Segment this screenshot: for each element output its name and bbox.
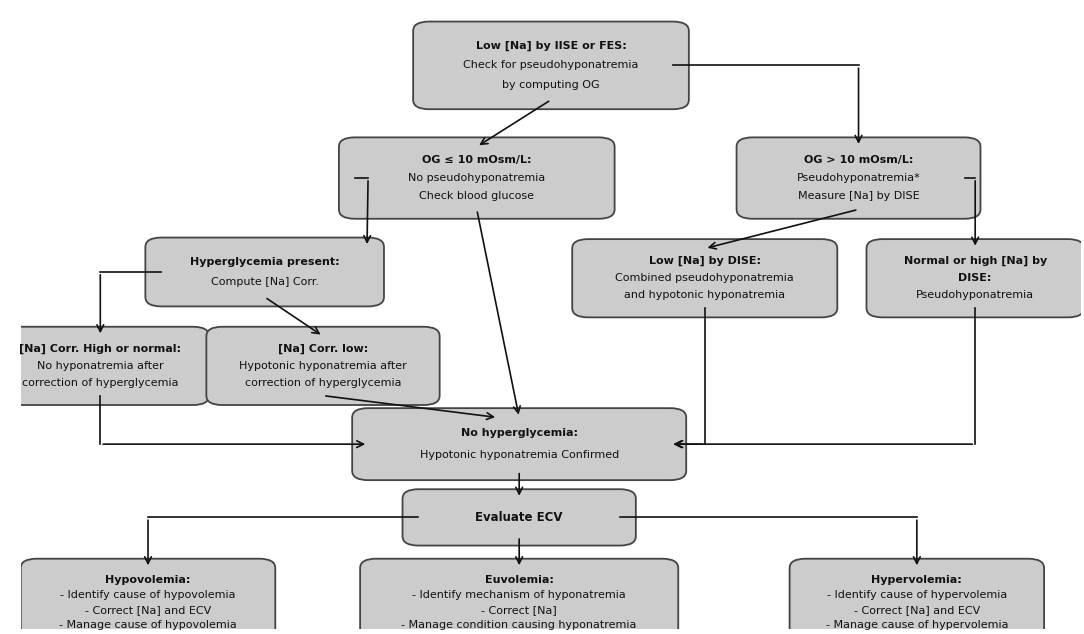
Text: Normal or high [Na] by: Normal or high [Na] by (904, 256, 1047, 266)
Text: - Manage cause of hypervolemia: - Manage cause of hypervolemia (826, 621, 1008, 630)
Text: Pseudohyponatremia: Pseudohyponatremia (916, 290, 1034, 301)
Text: Hyperglycemia present:: Hyperglycemia present: (190, 257, 339, 267)
Text: - Identify cause of hypovolemia: - Identify cause of hypovolemia (61, 590, 236, 600)
FancyBboxPatch shape (736, 138, 981, 219)
FancyBboxPatch shape (360, 559, 679, 634)
Text: Combined pseudohyponatremia: Combined pseudohyponatremia (616, 273, 795, 283)
Text: - Manage cause of hypovolemia: - Manage cause of hypovolemia (60, 621, 237, 630)
Text: - Manage condition causing hyponatremia: - Manage condition causing hyponatremia (401, 621, 637, 630)
Text: No pseudohyponatremia: No pseudohyponatremia (409, 173, 545, 183)
Text: - Identify cause of hypervolemia: - Identify cause of hypervolemia (827, 590, 1007, 600)
Text: Low [Na] by IISE or FES:: Low [Na] by IISE or FES: (476, 41, 627, 51)
FancyBboxPatch shape (0, 327, 209, 405)
Text: - Correct [Na]: - Correct [Na] (481, 605, 557, 615)
FancyBboxPatch shape (413, 22, 688, 109)
Text: Hypovolemia:: Hypovolemia: (105, 574, 191, 585)
Text: Low [Na] by DISE:: Low [Na] by DISE: (648, 256, 761, 266)
Text: Evaluate ECV: Evaluate ECV (476, 511, 563, 524)
Text: OG ≤ 10 mOsm/L:: OG ≤ 10 mOsm/L: (422, 155, 531, 165)
Text: correction of hyperglycemia: correction of hyperglycemia (22, 378, 179, 388)
FancyBboxPatch shape (572, 239, 837, 318)
FancyBboxPatch shape (866, 239, 1084, 318)
Text: OG > 10 mOsm/L:: OG > 10 mOsm/L: (804, 155, 913, 165)
Text: [Na] Corr. low:: [Na] Corr. low: (278, 344, 369, 354)
Text: - Correct [Na] and ECV: - Correct [Na] and ECV (85, 605, 211, 615)
Text: [Na] Corr. High or normal:: [Na] Corr. High or normal: (20, 344, 181, 354)
Text: Pseudohyponatremia*: Pseudohyponatremia* (797, 173, 920, 183)
Text: Check blood glucose: Check blood glucose (420, 191, 534, 201)
Text: Check for pseudohyponatremia: Check for pseudohyponatremia (463, 60, 638, 70)
Text: correction of hyperglycemia: correction of hyperglycemia (245, 378, 401, 388)
Text: Hypotonic hyponatremia after: Hypotonic hyponatremia after (240, 361, 406, 371)
FancyBboxPatch shape (206, 327, 440, 405)
Text: No hyponatremia after: No hyponatremia after (37, 361, 164, 371)
Text: Hypotonic hyponatremia Confirmed: Hypotonic hyponatremia Confirmed (420, 450, 619, 460)
FancyBboxPatch shape (789, 559, 1044, 634)
Text: DISE:: DISE: (958, 273, 992, 283)
Text: Hypervolemia:: Hypervolemia: (872, 574, 963, 585)
Text: No hyperglycemia:: No hyperglycemia: (461, 429, 578, 439)
Text: and hypotonic hyponatremia: and hypotonic hyponatremia (624, 290, 785, 301)
Text: Euvolemia:: Euvolemia: (485, 574, 554, 585)
FancyBboxPatch shape (21, 559, 275, 634)
Text: by computing OG: by computing OG (502, 80, 599, 90)
FancyBboxPatch shape (402, 489, 636, 546)
FancyBboxPatch shape (352, 408, 686, 480)
FancyBboxPatch shape (145, 238, 384, 306)
Text: Measure [Na] by DISE: Measure [Na] by DISE (798, 191, 919, 201)
FancyBboxPatch shape (339, 138, 615, 219)
Text: - Correct [Na] and ECV: - Correct [Na] and ECV (854, 605, 980, 615)
Text: Compute [Na] Corr.: Compute [Na] Corr. (210, 277, 319, 287)
Text: - Identify mechanism of hyponatremia: - Identify mechanism of hyponatremia (412, 590, 627, 600)
